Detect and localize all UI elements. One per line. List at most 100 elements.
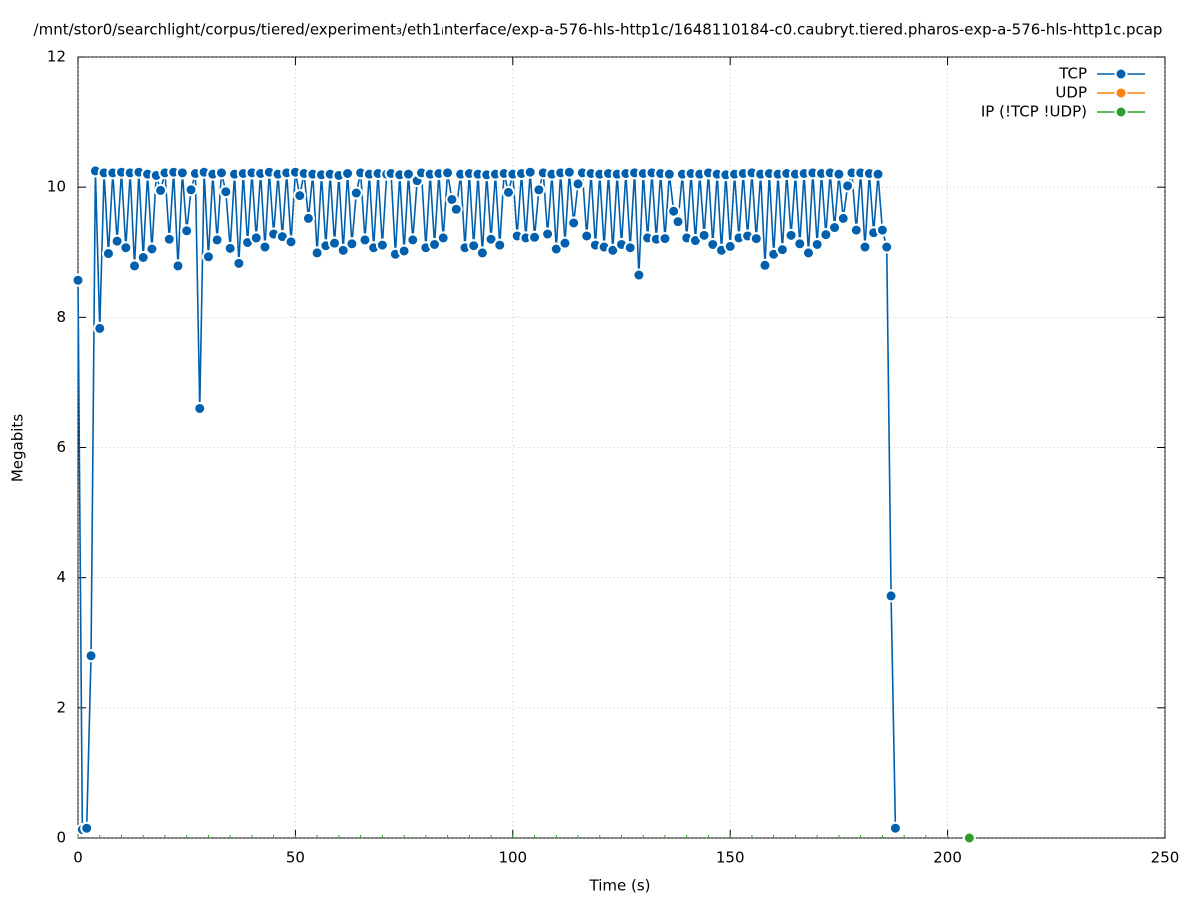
data-point [810,237,824,251]
data-point [436,231,450,245]
data-point [184,183,198,197]
y-tick-label: 2 [56,698,66,716]
legend-label: TCP [1058,65,1087,83]
legend-marker [1114,105,1128,119]
data-point [136,250,150,264]
data-point [658,232,672,246]
data-point [249,231,263,245]
data-point [801,246,815,260]
data-point [154,183,168,197]
y-tick-label: 4 [56,568,66,586]
data-point [706,237,720,251]
x-axis-label: Time (s) [589,877,651,895]
data-point [849,223,863,237]
data-point [858,240,872,254]
data-point [697,228,711,242]
x-tick-label: 50 [286,849,305,867]
data-point [341,166,355,180]
y-axis-label: Megabits [9,414,27,482]
data-point [145,242,159,256]
data-point [101,247,115,261]
data-point [749,232,763,246]
data-point [171,259,185,273]
data-point [884,589,898,603]
data-point [162,232,176,246]
data-point [210,233,224,247]
data-point [397,244,411,258]
data-point [571,177,585,191]
data-point [606,243,620,257]
data-point [841,179,855,193]
data-point [80,821,94,835]
data-point [558,236,572,250]
y-tick-label: 12 [47,48,66,66]
data-point [758,258,772,272]
data-point [401,167,415,181]
data-point [232,256,246,270]
data-point [284,235,298,249]
y-tick-label: 10 [47,178,66,196]
legend-label: IP (!TCP !UDP) [981,103,1087,121]
data-point [880,240,894,254]
data-point [541,227,555,241]
data-point [467,239,481,253]
x-tick-label: 100 [498,849,527,867]
legend-marker [1114,86,1128,100]
data-point [441,166,455,180]
data-point [528,230,542,244]
legend-marker [1114,67,1128,81]
data-point [623,241,637,255]
data-point [428,237,442,251]
data-point [962,831,976,845]
x-tick-label: 200 [933,849,962,867]
data-point [180,224,194,238]
data-point [632,268,646,282]
data-point [84,649,98,663]
data-point [580,229,594,243]
data-point [293,189,307,203]
data-point [219,185,233,199]
data-point [175,166,189,180]
data-point [349,186,363,200]
y-tick-label: 6 [56,438,66,456]
data-point [723,239,737,253]
data-point [793,237,807,251]
data-point [562,165,576,179]
data-point [328,236,342,250]
data-point [223,241,237,255]
data-point [336,243,350,257]
x-tick-label: 150 [716,849,745,867]
data-point [375,238,389,252]
data-point [258,240,272,254]
x-tick-label: 250 [1151,849,1180,867]
series-line [77,170,897,831]
data-point [523,165,537,179]
legend-label: UDP [1055,84,1087,102]
data-point [214,166,228,180]
data-point [358,233,372,247]
data-point [119,241,133,255]
data-point [93,321,107,335]
data-point [71,273,85,287]
data-point [110,234,124,248]
data-point [549,242,563,256]
data-point [310,246,324,260]
data-point [301,211,315,225]
data-point [193,401,207,415]
data-point [671,215,685,229]
data-point [875,223,889,237]
data-point [532,183,546,197]
y-tick-label: 0 [56,829,66,847]
data-point [667,204,681,218]
data-point [836,211,850,225]
data-point [406,233,420,247]
data-point [475,246,489,260]
y-tick-label: 8 [56,308,66,326]
data-point [832,167,846,181]
data-point [567,216,581,230]
data-point [493,238,507,252]
data-point [662,167,676,181]
data-point [819,228,833,242]
data-point [345,237,359,251]
